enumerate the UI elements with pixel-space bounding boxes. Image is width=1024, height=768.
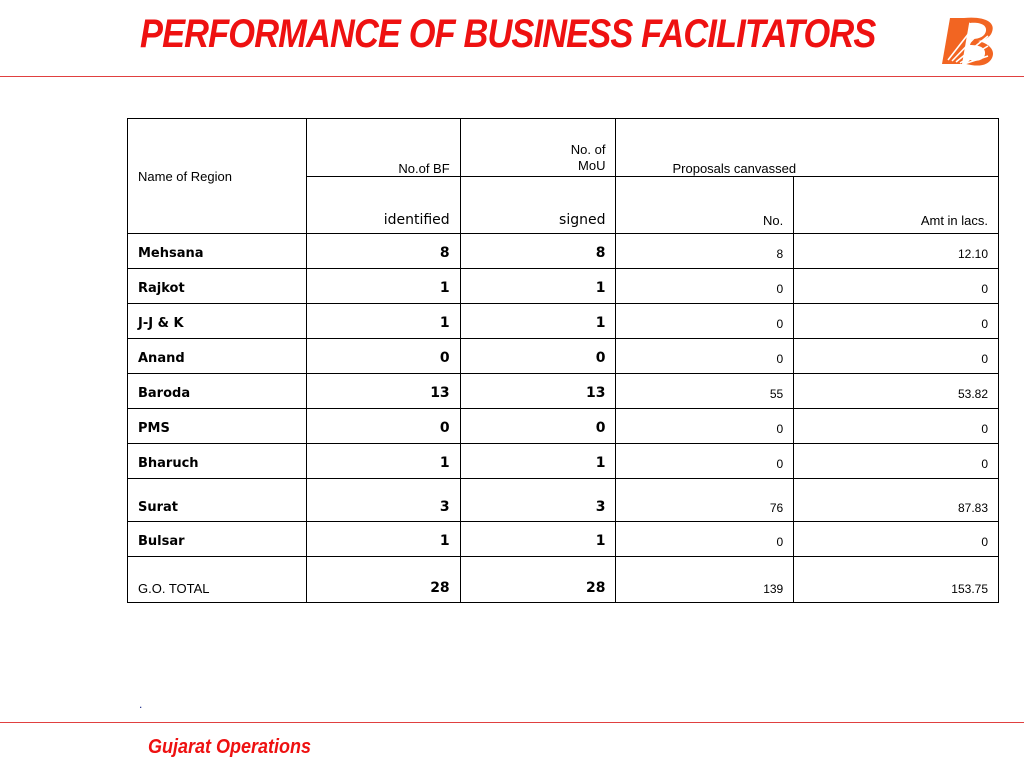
- bf-identified-cell: 3: [305, 478, 461, 522]
- table-row: Bharuch 1 1 0 0: [127, 443, 999, 479]
- mou-signed-cell: 0: [459, 338, 617, 374]
- mou-signed-cell: 1: [459, 268, 617, 304]
- region-cell: Anand: [127, 338, 307, 374]
- proposals-no-cell: 0: [615, 338, 795, 374]
- mou-signed-cell: 1: [459, 521, 617, 557]
- proposals-amt-cell: 53.82: [793, 373, 999, 409]
- region-cell: Rajkot: [127, 268, 307, 304]
- header-mou-top: No. of MoU: [459, 118, 617, 177]
- proposals-amt-cell: 12.10: [793, 233, 999, 269]
- bf-identified-cell: 8: [305, 233, 461, 269]
- region-cell: Bharuch: [127, 443, 307, 479]
- bf-identified-cell: 1: [305, 268, 461, 304]
- total-row: G.O. TOTAL 28 28 139 153.75: [127, 556, 999, 603]
- region-cell: Mehsana: [127, 233, 307, 269]
- table-row: Bulsar 1 1 0 0: [127, 521, 999, 557]
- total-amt-cell: 153.75: [793, 556, 999, 603]
- region-cell: Baroda: [127, 373, 307, 409]
- header-no: No.: [615, 176, 795, 234]
- bf-identified-cell: 1: [305, 303, 461, 339]
- proposals-no-cell: 0: [615, 408, 795, 444]
- header-row-2: identified signed No. Amt in lacs.: [128, 176, 999, 234]
- mou-signed-cell: 1: [459, 303, 617, 339]
- region-cell: PMS: [127, 408, 307, 444]
- bf-identified-cell: 1: [305, 521, 461, 557]
- bf-identified-cell: 0: [305, 338, 461, 374]
- footer-label: Gujarat Operations: [148, 736, 312, 758]
- footnote-mark: .: [139, 697, 143, 711]
- page-title: PERFORMANCE OF BUSINESS FACILITATORS: [140, 12, 876, 56]
- total-no-cell: 139: [615, 556, 795, 603]
- header-bf-top: No.of BF: [305, 118, 461, 177]
- total-label-cell: G.O. TOTAL: [127, 556, 307, 603]
- proposals-no-cell: 0: [615, 521, 795, 557]
- header-divider: [0, 76, 1024, 77]
- proposals-no-cell: 55: [615, 373, 795, 409]
- total-bf-cell: 28: [305, 556, 461, 603]
- proposals-no-cell: 0: [615, 443, 795, 479]
- mou-signed-cell: 8: [459, 233, 617, 269]
- proposals-no-cell: 0: [615, 268, 795, 304]
- header-mou-bottom: signed: [459, 176, 617, 234]
- proposals-no-cell: 76: [615, 478, 795, 522]
- bf-identified-cell: 1: [305, 443, 461, 479]
- header-amt: Amt in lacs.: [793, 176, 999, 234]
- proposals-amt-cell: 0: [793, 443, 999, 479]
- proposals-amt-cell: 0: [793, 268, 999, 304]
- header-region: Name of Region: [127, 118, 307, 234]
- table-row: Rajkot 1 1 0 0: [127, 268, 999, 304]
- table-row: PMS 0 0 0 0: [127, 408, 999, 444]
- region-cell: J-J & K: [127, 303, 307, 339]
- mou-signed-cell: 1: [459, 443, 617, 479]
- mou-signed-cell: 0: [459, 408, 617, 444]
- header-bf-bottom: identified: [305, 176, 461, 234]
- table-row: Mehsana 8 8 8 12.10: [127, 233, 999, 269]
- bf-identified-cell: 0: [305, 408, 461, 444]
- table-row: Baroda 13 13 55 53.82: [127, 373, 999, 409]
- region-cell: Surat: [127, 478, 307, 522]
- table-row: Surat 3 3 76 87.83: [127, 478, 999, 522]
- table-row: Anand 0 0 0 0: [127, 338, 999, 374]
- proposals-no-cell: 8: [615, 233, 795, 269]
- mou-signed-cell: 3: [459, 478, 617, 522]
- proposals-amt-cell: 0: [793, 338, 999, 374]
- proposals-amt-cell: 87.83: [793, 478, 999, 522]
- header-mou-line2: MoU: [578, 158, 606, 173]
- proposals-amt-cell: 0: [793, 303, 999, 339]
- proposals-amt-cell: 0: [793, 521, 999, 557]
- proposals-no-cell: 0: [615, 303, 795, 339]
- bank-of-baroda-logo-icon: [942, 17, 994, 66]
- header-proposals: Proposals canvassed: [615, 118, 999, 177]
- bf-identified-cell: 13: [305, 373, 461, 409]
- mou-signed-cell: 13: [459, 373, 617, 409]
- total-mou-cell: 28: [459, 556, 617, 603]
- performance-table: Name of Region No.of BF No. of MoU Propo…: [127, 118, 999, 603]
- header-row-1: Name of Region No.of BF No. of MoU Propo…: [127, 118, 999, 234]
- header-mou-line1: No. of: [570, 142, 606, 157]
- footer-divider: [0, 722, 1024, 723]
- region-cell: Bulsar: [127, 521, 307, 557]
- proposals-amt-cell: 0: [793, 408, 999, 444]
